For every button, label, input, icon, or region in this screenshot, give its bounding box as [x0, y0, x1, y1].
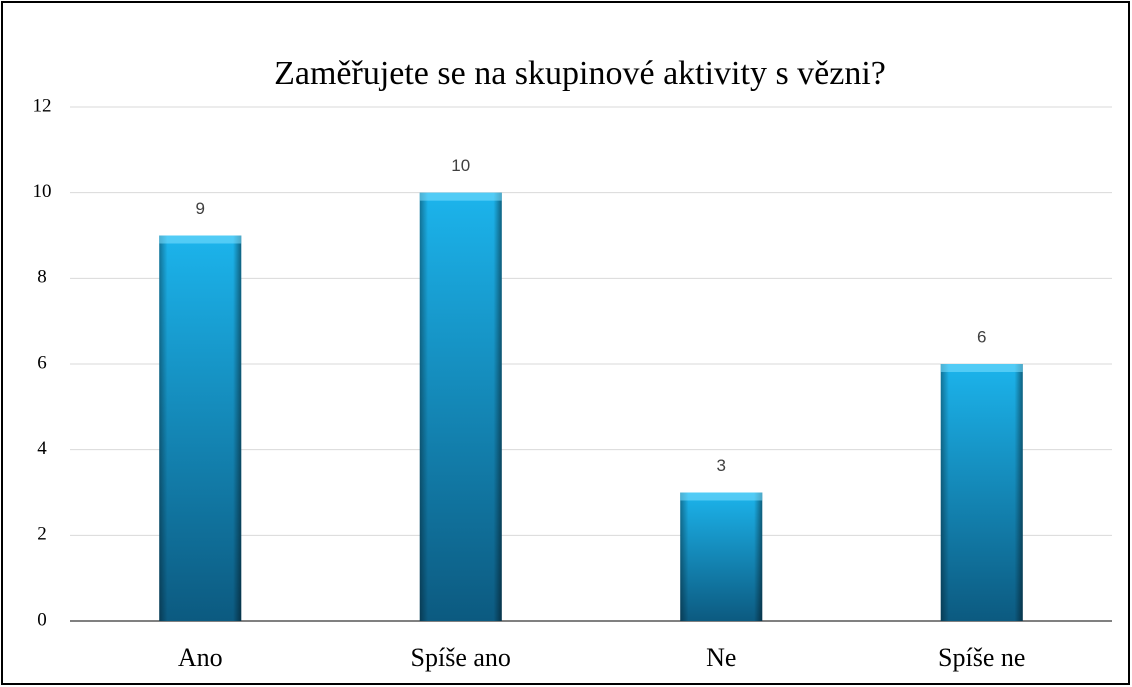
- y-tick-label: 6: [37, 352, 47, 373]
- y-tick-label: 12: [33, 95, 52, 116]
- x-tick-label: Ano: [178, 643, 223, 672]
- bar: [159, 235, 242, 621]
- y-tick-label: 4: [37, 438, 47, 459]
- y-tick-label: 10: [33, 181, 52, 202]
- bar: [940, 364, 1023, 621]
- x-tick-label: Ne: [706, 643, 736, 672]
- data-label: 6: [977, 327, 986, 346]
- data-label: 9: [196, 199, 205, 218]
- y-tick-label: 0: [37, 609, 47, 630]
- chart-title: Zaměřujete se na skupinové aktivity s vě…: [274, 55, 886, 92]
- bar: [419, 192, 502, 621]
- y-tick-label: 2: [37, 524, 47, 545]
- x-tick-label: Spíše ano: [411, 643, 511, 672]
- data-label: 10: [451, 156, 470, 175]
- bar: [680, 492, 763, 621]
- x-tick-label: Spíše ne: [938, 643, 1025, 672]
- data-label: 3: [717, 456, 726, 475]
- y-tick-label: 8: [37, 267, 47, 288]
